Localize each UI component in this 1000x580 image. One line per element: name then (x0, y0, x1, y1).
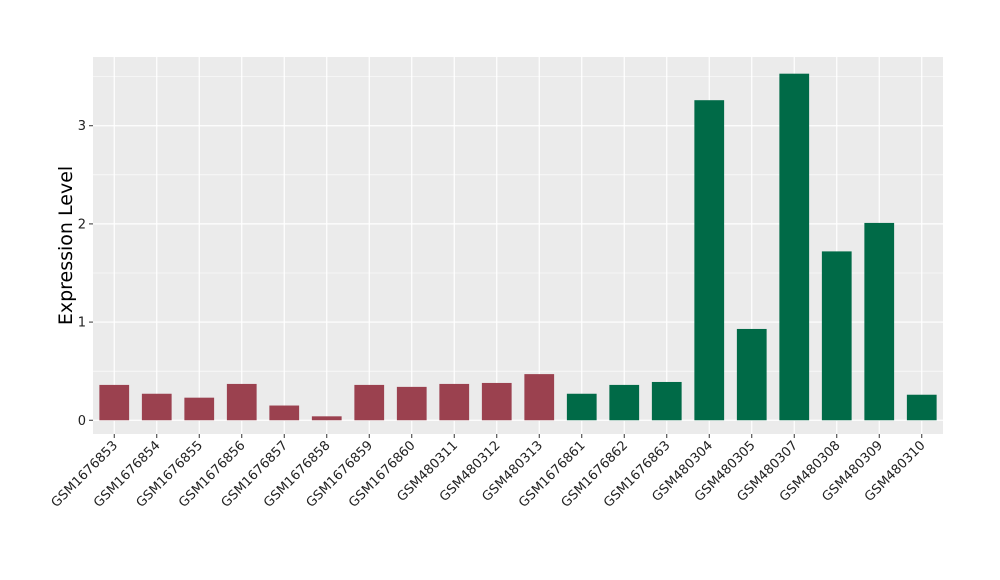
bar-GSM1676853 (99, 384, 130, 421)
bar-GSM480305 (736, 328, 767, 421)
bar-GSM1676860 (396, 386, 427, 421)
bar-GSM480313 (524, 374, 555, 421)
bar-GSM480307 (779, 73, 810, 421)
bar-GSM1676861 (566, 393, 597, 421)
y-axis: 0 1 2 3 (78, 119, 93, 429)
bar-GSM1676863 (651, 381, 682, 421)
bar-GSM480312 (481, 382, 512, 421)
y-tick-label: 3 (78, 119, 86, 134)
bar-GSM1676859 (354, 384, 385, 421)
bar-GSM480309 (864, 222, 895, 421)
x-axis: GSM1676853GSM1676854GSM1676855GSM1676856… (49, 434, 929, 511)
y-tick-label: 0 (78, 414, 86, 429)
bar-GSM1676857 (269, 405, 300, 421)
y-tick-label: 2 (78, 217, 86, 232)
bar-GSM1676855 (184, 397, 215, 421)
bar-GSM1676854 (141, 393, 172, 421)
y-axis-title: Expression Level (55, 166, 77, 325)
bar-GSM1676858 (311, 416, 342, 421)
bars (99, 73, 937, 421)
plot-panel (93, 57, 943, 434)
bar-GSM480310 (906, 394, 937, 421)
bar-GSM480308 (821, 251, 852, 421)
bar-GSM480304 (694, 100, 725, 421)
y-tick-label: 1 (78, 316, 86, 331)
bar-GSM1676862 (609, 384, 640, 421)
bar-GSM480311 (439, 383, 470, 421)
bar-GSM1676856 (226, 383, 257, 421)
